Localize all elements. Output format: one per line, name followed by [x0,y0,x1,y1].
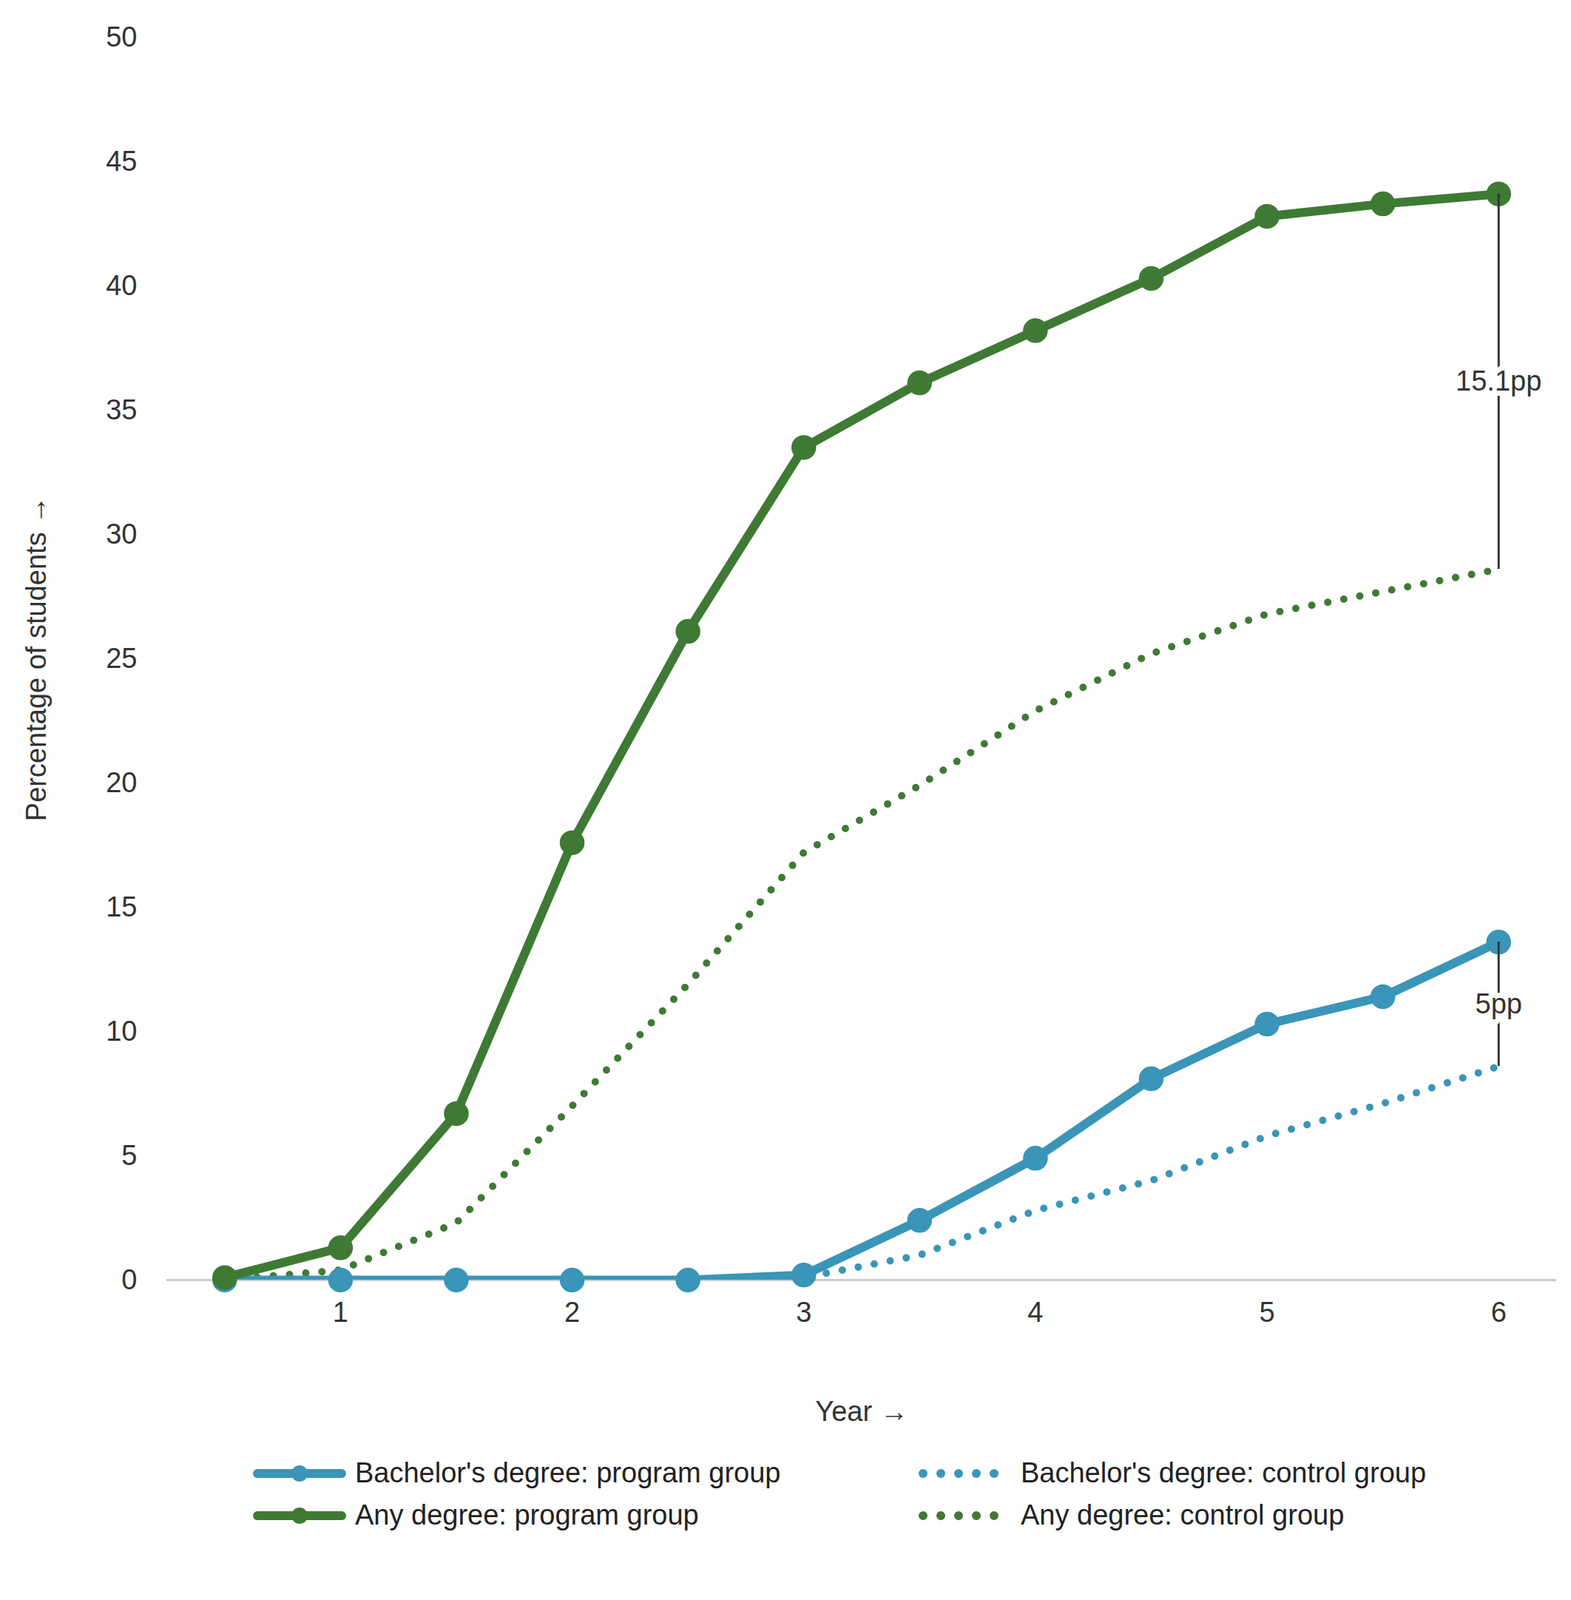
svg-text:20: 20 [105,767,137,799]
svg-text:4: 4 [1027,1296,1043,1328]
svg-text:5: 5 [1258,1296,1275,1328]
svg-text:15.1pp: 15.1pp [1455,365,1542,397]
svg-text:35: 35 [105,394,137,426]
svg-text:3: 3 [795,1296,812,1328]
html-text:Bachelor's degree: control gro: Bachelor's degree: control group [1020,1457,1427,1489]
html-text:Any degree: control group: Any degree: control group [1020,1499,1345,1531]
svg-text:1: 1 [332,1296,349,1328]
svg-text:40: 40 [105,269,137,302]
svg-text:45: 45 [105,145,137,177]
svg-text:6: 6 [1491,1296,1507,1328]
svg-text:Year →: Year → [815,1395,908,1427]
svg-text:15: 15 [105,891,137,923]
svg-text:5pp: 5pp [1475,988,1523,1020]
svg-text:10: 10 [105,1015,137,1047]
svg-text:Percentage of students →: Percentage of students → [20,496,52,822]
html-text:Bachelor's degree: program gro: Bachelor's degree: program group [355,1457,781,1489]
svg-text:2: 2 [564,1296,580,1328]
svg-text:50: 50 [105,21,137,53]
svg-text:0: 0 [121,1264,137,1296]
html-text:Any degree: program group: Any degree: program group [355,1499,699,1531]
svg-text:25: 25 [105,642,137,674]
svg-text:5: 5 [121,1139,137,1171]
svg-text:30: 30 [105,518,137,550]
